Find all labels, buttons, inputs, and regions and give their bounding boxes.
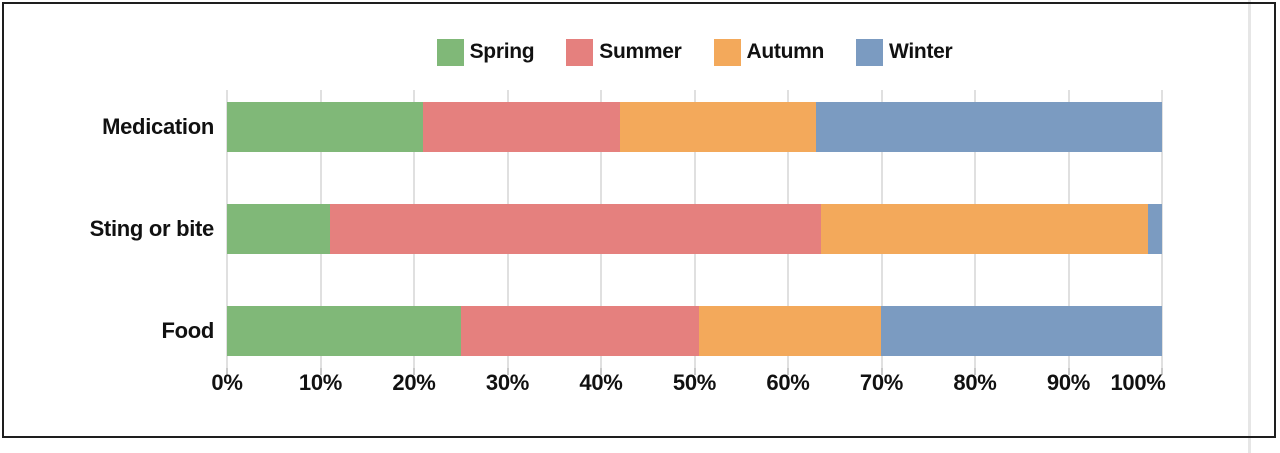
axis-tick <box>880 368 883 375</box>
vertical-divider-line <box>1248 0 1251 453</box>
category-label: Sting or bite <box>89 216 215 241</box>
axis-tick <box>600 368 602 375</box>
bar-segment-autumn[interactable] <box>699 306 882 356</box>
legend-swatch-icon <box>566 38 594 66</box>
axis-tick <box>319 368 322 375</box>
legend-swatch-icon <box>713 38 741 66</box>
legend-label: Summer <box>599 40 682 63</box>
bar-segment-summer[interactable] <box>423 102 620 152</box>
axis-tick <box>413 368 415 375</box>
axis-tick <box>787 368 789 375</box>
axis-tick <box>1067 368 1070 375</box>
legend-item-spring[interactable]: Spring <box>436 38 535 66</box>
bar-segment-winter[interactable] <box>1147 204 1162 254</box>
category-label: Food <box>161 318 214 343</box>
bar-segment-summer[interactable] <box>329 204 821 254</box>
bar-segment-autumn[interactable] <box>619 102 817 152</box>
chart-legend: Spring Summer Autumn Winter <box>227 36 1162 68</box>
bar-segment-spring[interactable] <box>227 204 330 254</box>
bar-segment-winter[interactable] <box>881 306 1162 356</box>
legend-swatch-icon <box>856 38 884 66</box>
legend-label: Autumn <box>746 40 825 63</box>
bar-segment-summer[interactable] <box>460 306 700 356</box>
bar-row <box>227 102 1162 152</box>
legend-swatch-icon <box>436 38 464 66</box>
axis-tick <box>226 368 228 375</box>
legend-item-autumn[interactable]: Autumn <box>713 38 825 66</box>
bar-segment-spring[interactable] <box>227 306 461 356</box>
axis-tick <box>1161 368 1163 375</box>
grid-line <box>1161 90 1163 368</box>
legend-item-winter[interactable]: Winter <box>856 38 953 66</box>
axis-tick <box>974 368 976 375</box>
plot-area <box>226 76 1163 382</box>
bar-row <box>227 204 1162 254</box>
legend-label: Spring <box>469 40 535 63</box>
legend-label: Winter <box>889 40 953 63</box>
axis-tick <box>693 368 696 375</box>
bar-row <box>227 306 1162 356</box>
bar-segment-winter[interactable] <box>816 102 1162 152</box>
bar-segment-autumn[interactable] <box>820 204 1148 254</box>
chart-frame-border <box>2 2 1276 438</box>
category-axis-labels: Medication Sting or bite Food <box>0 76 215 382</box>
legend-item-summer[interactable]: Summer <box>566 38 682 66</box>
category-label: Medication <box>102 114 214 139</box>
bar-segment-spring[interactable] <box>227 102 424 152</box>
axis-tick <box>506 368 509 375</box>
